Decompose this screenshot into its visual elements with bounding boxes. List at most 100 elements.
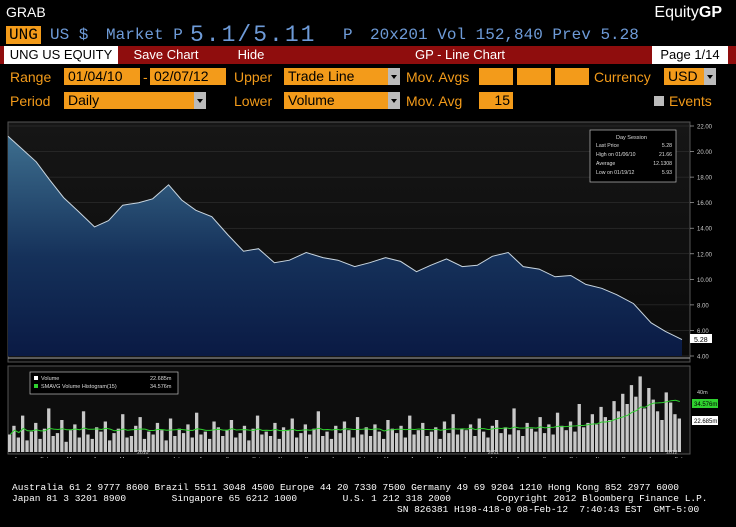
mov-avg-value-field[interactable]: 15 xyxy=(479,92,513,109)
function-title: EquityGP xyxy=(654,4,722,22)
volume-legend-value: 22.685m xyxy=(150,376,172,382)
lower-dropdown-icon[interactable] xyxy=(388,92,400,109)
y-tick-label: 20.00 xyxy=(697,150,713,156)
page-indicator[interactable]: Page 1/14 xyxy=(652,46,728,64)
mov-avg-field-2[interactable] xyxy=(517,68,551,85)
volume-bar xyxy=(647,388,651,452)
ma-value-tag-text: 34.576m xyxy=(694,402,717,408)
security-tab[interactable]: UNG US EQUITY xyxy=(4,46,118,64)
range-start-field[interactable]: 01/04/10 xyxy=(64,68,140,85)
volume-bar xyxy=(482,431,486,452)
volume-bar xyxy=(599,406,603,452)
volume-bar xyxy=(151,434,155,452)
volume-bar xyxy=(268,436,273,452)
volume-bar xyxy=(473,436,477,452)
volume-bar xyxy=(608,420,612,452)
volume-bar xyxy=(290,418,294,452)
events-checkbox[interactable] xyxy=(654,96,664,106)
brand-text: Equity xyxy=(654,4,699,21)
volume-bar xyxy=(669,402,673,452)
range-end-field[interactable]: 02/07/12 xyxy=(150,68,226,85)
volume-bar xyxy=(168,418,173,452)
volume-bar xyxy=(582,427,586,452)
volume-bar xyxy=(225,430,229,452)
ma-legend-swatch xyxy=(34,384,38,388)
legend-entry-value: 5.93 xyxy=(662,170,672,176)
ma-legend-value: 34.576m xyxy=(150,384,172,390)
footer-contacts-line2: Japan 81 3 3201 8900 Singapore 65 6212 1… xyxy=(12,493,708,504)
currency-dropdown-icon[interactable] xyxy=(704,68,716,85)
price-suffix: P xyxy=(343,26,353,44)
volume-bar xyxy=(373,424,377,452)
period-select[interactable]: Daily xyxy=(64,92,194,109)
period-label: Period xyxy=(10,93,51,109)
legend-entry-value: 5.28 xyxy=(662,143,672,149)
volume-bar xyxy=(99,431,103,452)
x-month-label: May xyxy=(120,457,131,458)
volume-bar xyxy=(29,431,33,452)
volume-bar xyxy=(299,433,303,452)
chart-type-title: GP - Line Chart xyxy=(414,47,506,62)
volume-bar xyxy=(395,433,399,452)
price-area xyxy=(8,136,682,356)
volume-bar xyxy=(360,434,364,452)
volume-bar xyxy=(286,430,290,452)
ma-legend-label: SMAVG Volume Histogram(15) xyxy=(41,384,117,390)
x-month-label: Oct xyxy=(252,457,261,458)
x-month-label: Sep xyxy=(543,457,553,458)
volume-bar xyxy=(382,438,386,452)
save-chart-button[interactable]: Save Chart xyxy=(133,47,199,62)
x-month-label: Jan xyxy=(14,457,23,458)
volume-bar xyxy=(108,440,112,452)
quote-details: 20x201 Vol 152,840 Prev 5.28 xyxy=(370,26,639,44)
volume-bar xyxy=(377,431,381,452)
volume-bar xyxy=(568,421,573,452)
volume-bar xyxy=(564,430,568,452)
legend-title: Day Session xyxy=(616,135,647,141)
y-tick-label: 8.00 xyxy=(697,303,709,309)
grab-label: GRAB xyxy=(6,4,46,20)
volume-bar xyxy=(347,430,351,452)
volume-bar xyxy=(208,438,212,452)
volume-bar xyxy=(512,408,516,452)
volume-bar xyxy=(90,438,94,452)
volume-bar xyxy=(234,437,238,452)
volume-bar xyxy=(155,422,160,452)
volume-bar xyxy=(160,430,164,452)
upper-select[interactable]: Trade Line xyxy=(284,68,388,85)
volume-bar xyxy=(677,418,681,452)
volume-bar xyxy=(573,431,577,452)
volume-bar xyxy=(216,427,220,452)
upper-dropdown-icon[interactable] xyxy=(388,68,400,85)
volume-bar xyxy=(455,434,460,452)
volume-bar xyxy=(303,424,307,452)
period-dropdown-icon[interactable] xyxy=(194,92,206,109)
volume-bar xyxy=(521,436,525,452)
volume-bar xyxy=(529,428,534,452)
quote-line: UNG US $ Market P 5.1/5.11 P 20x201 Vol … xyxy=(0,22,736,48)
mov-avg-field-3[interactable] xyxy=(555,68,589,85)
x-month-label: Nov xyxy=(596,457,606,458)
currency-select[interactable]: USD xyxy=(664,68,704,85)
mov-avg-label: Mov. Avg xyxy=(406,93,463,109)
mov-avg-field-1[interactable] xyxy=(479,68,513,85)
volume-bar xyxy=(334,425,338,452)
volume-bar xyxy=(16,437,20,452)
lower-select[interactable]: Volume xyxy=(284,92,388,109)
footer-contacts-line1: Australia 61 2 9777 8600 Brazil 5511 304… xyxy=(12,482,680,493)
ticker-badge[interactable]: UNG xyxy=(6,26,41,44)
volume-bar xyxy=(112,433,116,452)
volume-tick-40m: 40m xyxy=(697,390,708,396)
volume-bar xyxy=(325,431,329,452)
x-month-label: May xyxy=(437,457,448,458)
volume-bar xyxy=(242,425,247,452)
hide-button[interactable]: Hide xyxy=(237,47,265,62)
volume-bar xyxy=(425,436,429,452)
volume-bar xyxy=(34,422,38,452)
volume-bar xyxy=(621,393,625,452)
volume-bar xyxy=(460,428,464,452)
volume-bar xyxy=(190,437,194,452)
volume-bar xyxy=(351,437,355,452)
lower-label: Lower xyxy=(234,93,273,109)
volume-bar xyxy=(95,427,99,452)
